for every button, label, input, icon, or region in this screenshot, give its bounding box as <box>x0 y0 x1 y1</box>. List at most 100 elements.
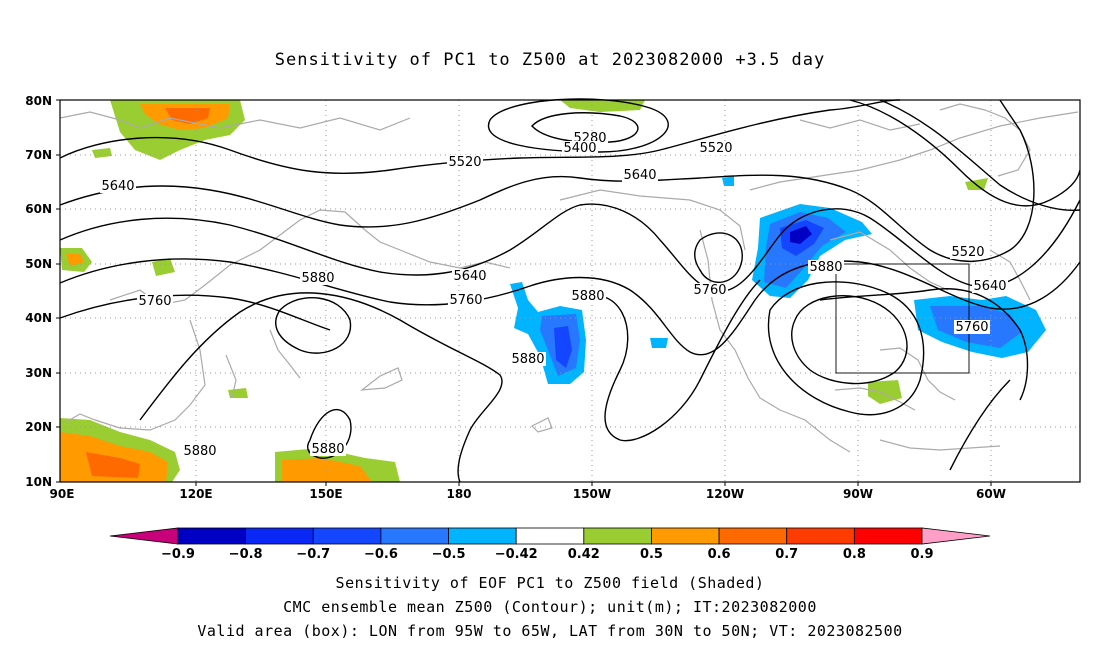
coastline <box>829 231 949 291</box>
contour-label-background <box>447 155 483 169</box>
colorbar-label: 0.9 <box>910 547 933 562</box>
colorbar-label: −0.8 <box>229 547 263 562</box>
contour-line <box>791 294 908 385</box>
contour-label-background <box>562 141 598 155</box>
contour-label: 5880 <box>511 352 544 367</box>
longitude-axis: 90E 120E 150E 180 150W 120W 90W 60W <box>50 487 1006 501</box>
lon-tick-label: 90E <box>50 487 75 501</box>
colorbar-cell <box>651 527 720 545</box>
lon-tick-label: 120E <box>179 487 212 501</box>
lon-tick-label: 180 <box>446 487 471 501</box>
colorbar-arrow-left <box>109 527 179 545</box>
coastline <box>939 103 1031 177</box>
lon-tick-label: 150E <box>309 487 342 501</box>
contour-label-background <box>452 269 488 283</box>
contour-label: 5400 <box>563 141 596 156</box>
contour-label-background <box>100 179 136 193</box>
colorbar-cell <box>853 527 923 545</box>
coastline <box>530 417 553 433</box>
positive-shading-patch <box>560 100 645 112</box>
colorbar-cell <box>786 527 855 545</box>
coastline <box>879 347 956 401</box>
contour-label: 5880 <box>183 444 216 459</box>
contour-line <box>819 288 1029 401</box>
positive-shading-patch <box>152 258 175 276</box>
lon-tick-label: 150W <box>573 487 611 501</box>
contour-label: 5880 <box>301 271 334 286</box>
contour-line <box>307 408 352 459</box>
colorbar-label: −0.5 <box>432 547 466 562</box>
footer-line-3: Valid area (box): LON from 95W to 65W, L… <box>197 622 903 640</box>
colorbar-label: 0.6 <box>708 547 731 562</box>
lat-tick-label: 30N <box>25 366 52 380</box>
coastline <box>879 439 1001 451</box>
coastline <box>989 249 1031 301</box>
map-title: Sensitivity of PC1 to Z500 at 2023082000… <box>274 50 826 70</box>
contour-line <box>849 99 1081 207</box>
lat-tick-label: 40N <box>25 311 52 325</box>
lon-ticks <box>195 482 992 486</box>
contour-label-background <box>622 168 658 182</box>
colorbar-cell <box>245 527 314 545</box>
contour-label-background <box>310 442 346 456</box>
contour-label-background <box>692 283 728 297</box>
positive-shading-patch <box>86 452 140 478</box>
coastline <box>799 119 921 131</box>
contour-line <box>574 279 761 442</box>
negative-shading-patch <box>650 338 668 348</box>
contour-label: 5760 <box>955 320 988 335</box>
contour-label: 5640 <box>973 279 1006 294</box>
coastline <box>834 387 916 411</box>
positive-shading-patch <box>92 148 112 158</box>
contour-line <box>531 112 639 144</box>
contour-label: 5880 <box>809 260 842 275</box>
colorbar-label: 0.8 <box>843 547 866 562</box>
contour-line <box>275 296 352 354</box>
contour-label-background <box>510 352 546 366</box>
contour-label: 5880 <box>571 289 604 304</box>
contour-label-background <box>950 245 986 259</box>
footer-line-1: Sensitivity of EOF PC1 to Z500 field (Sh… <box>335 574 765 592</box>
contour-line <box>59 99 1035 262</box>
colorbar-label: 0.7 <box>775 547 798 562</box>
colorbar-labels: −0.9 −0.8 −0.7 −0.6 −0.5 −0.42 0.42 0.5 0.6 0.7 0.… <box>161 547 933 562</box>
colorbar-cell <box>312 527 382 545</box>
contour-labels: 5280540055205520564056405520564056405760… <box>100 131 1008 459</box>
contour-line <box>949 379 1011 471</box>
colorbar-cell <box>583 527 652 545</box>
contour-label: 5640 <box>101 179 134 194</box>
shading-layer <box>60 100 1046 482</box>
colorbar-cell <box>177 527 247 545</box>
contour-line <box>59 258 1081 356</box>
positive-shading-patch <box>165 108 210 124</box>
lat-tick-label: 80N <box>25 94 52 108</box>
colorbar-cell <box>448 527 517 545</box>
colorbar-label: −0.9 <box>161 547 195 562</box>
contour-label: 5640 <box>623 168 656 183</box>
contour-label-background <box>570 289 606 303</box>
coastline <box>559 189 746 251</box>
lat-tick-label: 10N <box>25 475 52 489</box>
contour-line <box>59 199 1081 293</box>
contour-label-background <box>698 141 734 155</box>
lat-tick-label: 50N <box>25 257 52 271</box>
lat-tick-label: 20N <box>25 420 52 434</box>
coastline <box>269 329 301 379</box>
colorbar-arrow-right <box>921 527 991 545</box>
lat-ticks <box>56 99 60 483</box>
coastline <box>109 209 511 306</box>
coastline <box>65 319 206 431</box>
lon-tick-label: 90W <box>843 487 873 501</box>
colorbar-cell <box>515 527 585 545</box>
colorbar-cell <box>718 527 788 545</box>
colorbar-label: −0.7 <box>296 547 330 562</box>
colorbar-label: 0.42 <box>568 547 600 562</box>
colorbar-label: 0.5 <box>640 547 663 562</box>
lat-tick-label: 60N <box>25 202 52 216</box>
negative-shading-patch <box>790 226 812 244</box>
contour-line <box>59 294 331 331</box>
latitude-axis: 80N 70N 60N 50N 40N 30N 20N 10N <box>25 94 52 489</box>
contour-label-background <box>972 279 1008 293</box>
contour-label: 5520 <box>951 245 984 260</box>
